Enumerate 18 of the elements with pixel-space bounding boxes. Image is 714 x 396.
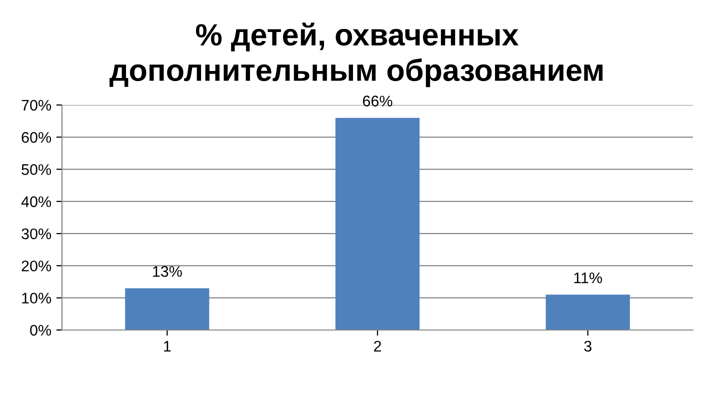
y-tick-label: 20%: [22, 260, 52, 272]
chart-title: % детей, охваченных дополнительным образованием: [110, 22, 603, 88]
x-tick-label: 2: [374, 340, 381, 352]
data-label: 11%: [574, 272, 602, 284]
y-tick-label: 70%: [22, 100, 52, 111]
y-tick-label: 40%: [21, 196, 52, 208]
y-tick-label: 0%: [30, 324, 52, 336]
y-tick-label: 50%: [22, 164, 52, 175]
y-tick-label: 10%: [22, 292, 52, 304]
y-tick-label: 30%: [22, 228, 52, 240]
x-tick-label: 1: [164, 340, 171, 352]
x-tick-label: 3: [584, 340, 592, 352]
data-label: 13%: [153, 266, 182, 277]
y-tick-label: 60%: [22, 132, 52, 143]
bar: [335, 118, 420, 330]
data-label: 66%: [362, 96, 392, 107]
bar: [546, 294, 630, 330]
bar: [125, 288, 210, 330]
